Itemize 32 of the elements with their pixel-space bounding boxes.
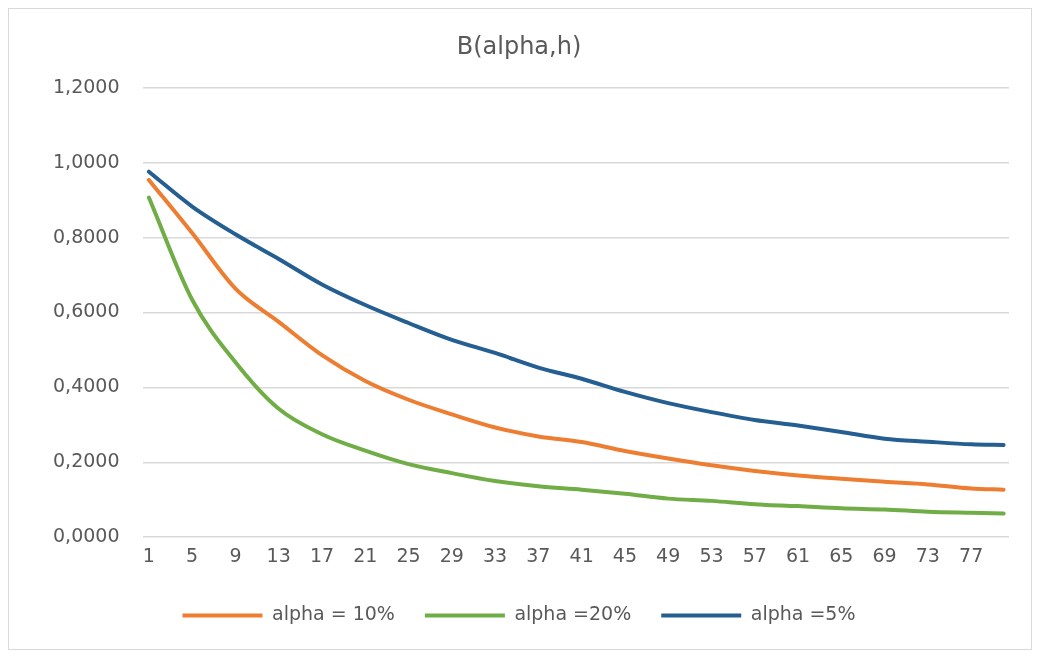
- x-tick-label: 13: [266, 543, 291, 566]
- x-tick-label: 41: [569, 543, 594, 566]
- legend-label: alpha =5%: [750, 602, 856, 625]
- y-tick-label: 0,8000: [53, 224, 120, 247]
- x-tick-label: 73: [915, 543, 940, 566]
- x-tick-label: 49: [656, 543, 681, 566]
- x-tick-label: 33: [483, 543, 508, 566]
- x-tick-label: 77: [959, 543, 984, 566]
- legend-label: alpha = 10%: [271, 602, 395, 625]
- x-tick-label: 57: [742, 543, 767, 566]
- x-tick-label: 61: [785, 543, 811, 566]
- x-tick-label: 29: [439, 543, 464, 566]
- chart-title: B(alpha,h): [456, 31, 582, 60]
- legend-label: alpha =20%: [514, 602, 632, 625]
- y-tick-label: 0,0000: [53, 524, 120, 547]
- x-tick-label: 21: [353, 543, 378, 566]
- x-tick-label: 45: [612, 543, 638, 566]
- y-tick-label: 0,4000: [53, 374, 120, 397]
- x-tick-label: 25: [396, 543, 421, 566]
- line-series: [146, 169, 1006, 448]
- x-tick-label: 65: [829, 543, 854, 566]
- y-tick-label: 0,2000: [53, 449, 120, 472]
- x-tick-label: 5: [186, 543, 199, 566]
- y-tick-label: 0,6000: [53, 299, 120, 322]
- x-tick-label: 37: [526, 543, 551, 566]
- x-tick-label: 53: [699, 543, 724, 566]
- x-tick-label: 9: [229, 543, 242, 566]
- y-tick-label: 1,2000: [53, 74, 120, 97]
- x-tick-label: 17: [309, 543, 335, 566]
- y-tick-label: 1,0000: [53, 149, 120, 172]
- x-tick-label: 1: [142, 543, 155, 566]
- x-tick-label: 69: [872, 543, 897, 566]
